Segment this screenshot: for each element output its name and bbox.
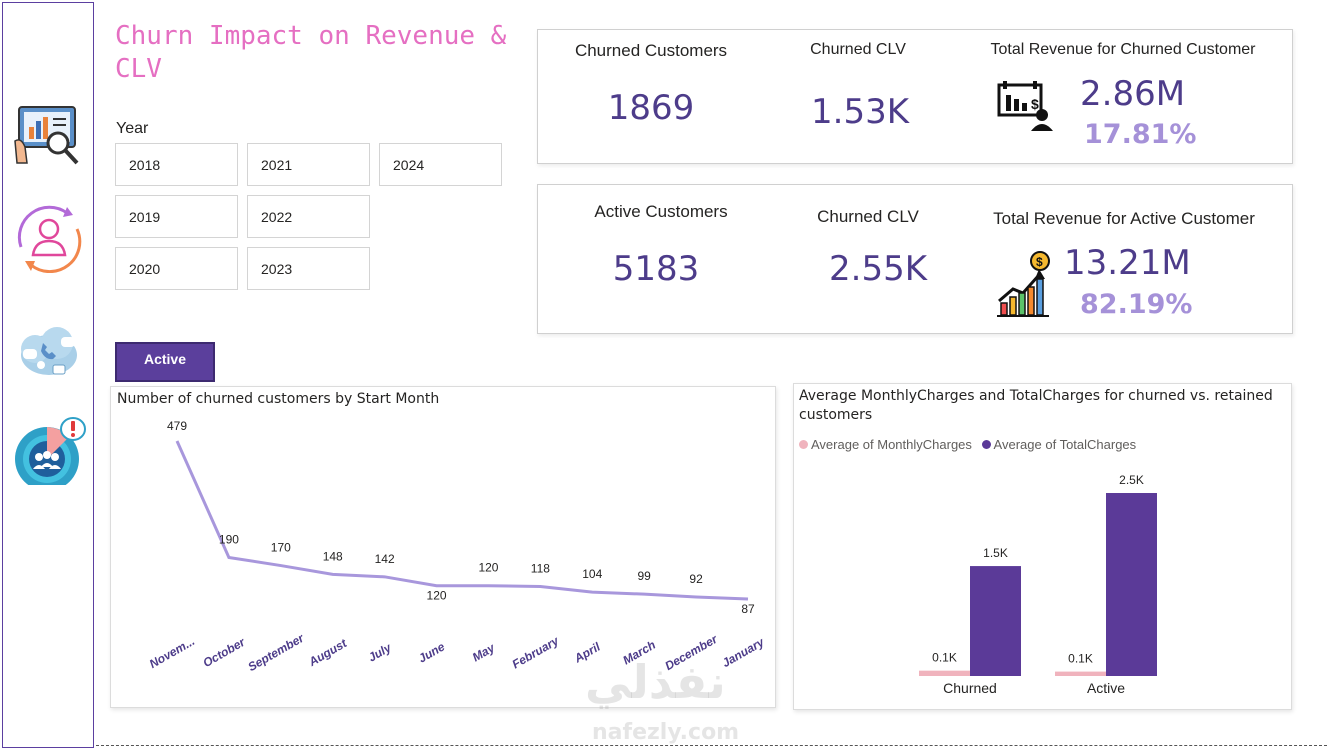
month-tick-label: September [245,630,307,674]
churned-revenue-value: 2.86M [1080,74,1186,114]
churned-revenue-label: Total Revenue for Churned Customer [990,41,1256,58]
line-data-label: 479 [167,419,187,433]
line-data-label: 148 [323,549,343,563]
bar-category-label: Active [1087,680,1125,696]
dashboard-analysis-icon[interactable] [11,101,87,171]
bar-data-label: 0.1K [932,651,957,665]
churned-customers-label: Churned Customers [574,41,728,60]
month-tick-label: May [470,640,498,664]
legend-swatch-monthly [799,440,808,449]
active-revenue-label: Total Revenue for Active Customer [993,209,1255,228]
month-tick-label: August [305,636,350,670]
month-tick-label: October [200,634,248,670]
active-clv-value: 2.55K [829,249,927,289]
bar-category-label: Churned [943,680,997,696]
legend-swatch-total [981,440,991,449]
bar-data-label: 2.5K [1119,473,1144,487]
year-option-2024[interactable]: 2024 [379,143,502,186]
churned-clv-value: 1.53K [811,92,909,132]
active-revenue-percent: 82.19% [1080,289,1193,320]
month-tick-label: February [510,633,563,671]
churn-series-line [175,440,749,601]
legend-label-monthly: Average of MonthlyCharges [811,437,972,452]
churned-kpi-card: Churned Customers 1869 Churned CLV 1.53K… [537,29,1293,164]
line-data-label: 142 [375,552,395,566]
line-data-label: 120 [427,589,447,603]
revenue-decline-icon: $ [997,81,1053,131]
year-option-2020[interactable]: 2020 [115,247,238,290]
bar-chart-legend: Average of MonthlyCharges Average of Tot… [799,437,1136,452]
svg-text:$: $ [1036,255,1043,269]
active-status-button[interactable]: Active [115,342,215,382]
line-data-label: 120 [478,561,498,575]
legend-label-total: Average of TotalCharges [993,437,1137,452]
year-option-2023[interactable]: 2023 [247,247,370,290]
watermark-logo: نفذلي [585,655,726,709]
active-customers-label: Active Customers [594,202,728,221]
year-option-2019[interactable]: 2019 [115,195,238,238]
bar-chart-title: Average MonthlyCharges and TotalCharges … [799,388,1273,423]
page-title: Churn Impact on Revenue & CLV [115,21,507,84]
line-data-label: 87 [741,602,755,616]
line-data-label: 170 [271,541,291,555]
line-data-label: 104 [582,567,602,581]
active-customers-value: 5183 [612,249,700,289]
churn-by-month-line-chart: 479 Novem... 190 October 170 September 148 Augu… [147,419,768,674]
line-data-label: 99 [638,569,652,583]
page-divider [96,745,1327,746]
month-tick-label: Novem... [147,634,197,671]
bar-churned-total [970,566,1021,676]
churn-alert-icon[interactable] [11,415,87,485]
churned-customers-value: 1869 [607,88,695,128]
month-tick-label: July [366,640,395,665]
bar-data-label: 1.5K [983,546,1008,560]
bar-churned-monthly [919,670,970,676]
line-data-label: 190 [219,532,239,546]
watermark-logo-latin: nafezly.com [592,720,740,745]
line-data-label: 118 [531,562,550,576]
line-data-label: 92 [689,572,703,586]
revenue-growth-icon: $ [997,251,1050,317]
charges-bar-chart: 0.1K 1.5K Churned 0.1K 2.5K Active [919,473,1157,696]
bar-data-label: 0.1K [1068,652,1093,666]
bar-active-total [1106,493,1157,676]
active-revenue-value: 13.21M [1064,243,1191,283]
month-tick-label: January [720,634,768,670]
customer-cycle-icon[interactable] [11,203,87,273]
svg-text:$: $ [1031,96,1039,112]
month-tick-label: June [416,639,448,665]
year-option-2022[interactable]: 2022 [247,195,370,238]
churned-clv-label: Churned CLV [810,41,906,58]
active-kpi-card: Active Customers 5183 Churned CLV 2.55K … [537,184,1293,334]
churned-revenue-percent: 17.81% [1084,119,1197,150]
year-option-2021[interactable]: 2021 [247,143,370,186]
communication-cloud-icon[interactable] [11,321,87,391]
year-filter-label: Year [116,120,149,137]
sidebar-nav [2,2,94,748]
bar-active-monthly [1055,671,1106,676]
line-chart-title: Number of churned customers by Start Mon… [117,391,440,407]
churn-by-month-chart-card: Number of churned customers by Start Mon… [110,386,776,708]
charges-comparison-chart-card: Average MonthlyCharges and TotalCharges … [793,383,1292,710]
year-option-2018[interactable]: 2018 [115,143,238,186]
active-clv-label: Churned CLV [817,207,919,226]
